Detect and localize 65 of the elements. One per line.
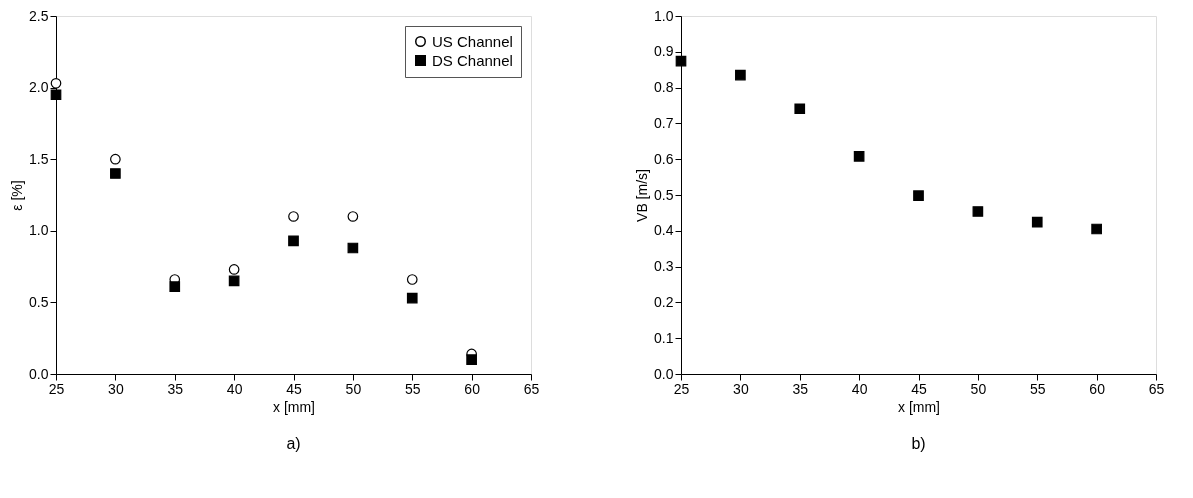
x-tick-label: 45 bbox=[911, 380, 927, 397]
point bbox=[675, 55, 687, 67]
point bbox=[347, 211, 359, 222]
point bbox=[110, 153, 121, 165]
x-tick-label: 55 bbox=[404, 380, 421, 397]
y-tick-label: 2.0 bbox=[29, 79, 49, 96]
y-tick-label: 0.5 bbox=[29, 293, 49, 310]
y-tick-label: 0.3 bbox=[654, 258, 674, 275]
point bbox=[50, 89, 62, 101]
legend-label: US Channel bbox=[432, 32, 513, 50]
x-tick-label: 25 bbox=[673, 380, 690, 397]
y-tick-label: 0.2 bbox=[654, 293, 674, 310]
y-tick-label: 1.5 bbox=[29, 150, 49, 167]
y-tick-label: 1.0 bbox=[654, 7, 674, 24]
x-axis-title: x [mm] bbox=[898, 398, 940, 415]
x-tick-label: 60 bbox=[464, 380, 481, 397]
y-tick-label: 1.0 bbox=[29, 222, 49, 239]
y-tick-label: 2.5 bbox=[29, 7, 49, 24]
point bbox=[406, 292, 418, 304]
point bbox=[466, 354, 477, 366]
text: a) bbox=[286, 435, 301, 452]
y-tick-label: 0.0 bbox=[29, 365, 49, 382]
y-tick-label: 0.7 bbox=[654, 114, 674, 131]
point bbox=[288, 235, 299, 247]
x-tick-label: 40 bbox=[851, 380, 868, 397]
y-tick-label: 0.0 bbox=[654, 365, 674, 382]
x-tick-label: 60 bbox=[1089, 380, 1106, 397]
x-tick-label: 65 bbox=[1148, 380, 1165, 397]
x-tick-label: 65 bbox=[523, 380, 540, 397]
y-tick-label: 0.9 bbox=[654, 43, 674, 60]
point bbox=[228, 264, 240, 275]
point bbox=[794, 103, 806, 115]
point bbox=[347, 242, 359, 254]
x-tick-label: 40 bbox=[226, 380, 243, 397]
x-tick-label: 50 bbox=[970, 380, 987, 397]
x-tick-label: 35 bbox=[792, 380, 809, 397]
y-axis-title: VB [m/s] bbox=[634, 169, 651, 222]
point bbox=[972, 206, 984, 217]
point bbox=[1031, 216, 1043, 228]
point bbox=[169, 281, 181, 292]
point bbox=[853, 150, 865, 162]
x-tick-label: 50 bbox=[345, 380, 362, 397]
y-tick-label: 0.1 bbox=[654, 329, 674, 346]
y-axis-title: ε [%] bbox=[9, 180, 26, 211]
point bbox=[913, 190, 924, 202]
y-tick-label: 0.6 bbox=[654, 150, 674, 167]
x-axis-title: x [mm] bbox=[273, 398, 315, 415]
y-tick-label: 0.4 bbox=[654, 222, 674, 239]
x-tick-label: 30 bbox=[108, 380, 124, 397]
x-tick-label: 35 bbox=[167, 380, 184, 397]
y-tick-label: 0.8 bbox=[654, 79, 674, 96]
point bbox=[288, 211, 299, 222]
point bbox=[228, 275, 240, 287]
point bbox=[50, 77, 62, 89]
x-tick-label: 30 bbox=[733, 380, 749, 397]
x-tick-label: 45 bbox=[286, 380, 302, 397]
point bbox=[1091, 223, 1102, 235]
x-tick-label: 25 bbox=[48, 380, 65, 397]
point bbox=[735, 69, 746, 81]
legend-label: DS Channel bbox=[432, 51, 513, 69]
x-tick-label: 55 bbox=[1029, 380, 1046, 397]
text: b) bbox=[911, 435, 926, 452]
y-tick-label: 0.5 bbox=[654, 186, 674, 203]
point bbox=[110, 168, 121, 179]
point bbox=[406, 274, 418, 285]
